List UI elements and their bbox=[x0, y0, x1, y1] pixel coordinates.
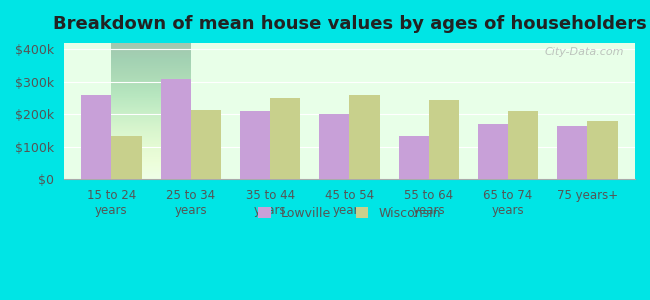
Bar bbox=[270, 98, 300, 179]
Bar bbox=[190, 110, 221, 179]
Bar bbox=[319, 114, 350, 179]
Text: City-Data.com: City-Data.com bbox=[544, 47, 623, 57]
Bar bbox=[161, 79, 190, 179]
Bar bbox=[240, 111, 270, 179]
Bar bbox=[81, 95, 111, 179]
Bar bbox=[398, 136, 429, 179]
Legend: Lowville, Wisconsin: Lowville, Wisconsin bbox=[253, 202, 446, 225]
Bar bbox=[350, 95, 380, 179]
Bar bbox=[111, 136, 142, 179]
Title: Breakdown of mean house values by ages of householders: Breakdown of mean house values by ages o… bbox=[53, 15, 646, 33]
Bar bbox=[429, 100, 459, 179]
Bar bbox=[478, 124, 508, 179]
Bar bbox=[557, 126, 588, 179]
Bar bbox=[588, 121, 618, 179]
Bar bbox=[508, 111, 538, 179]
